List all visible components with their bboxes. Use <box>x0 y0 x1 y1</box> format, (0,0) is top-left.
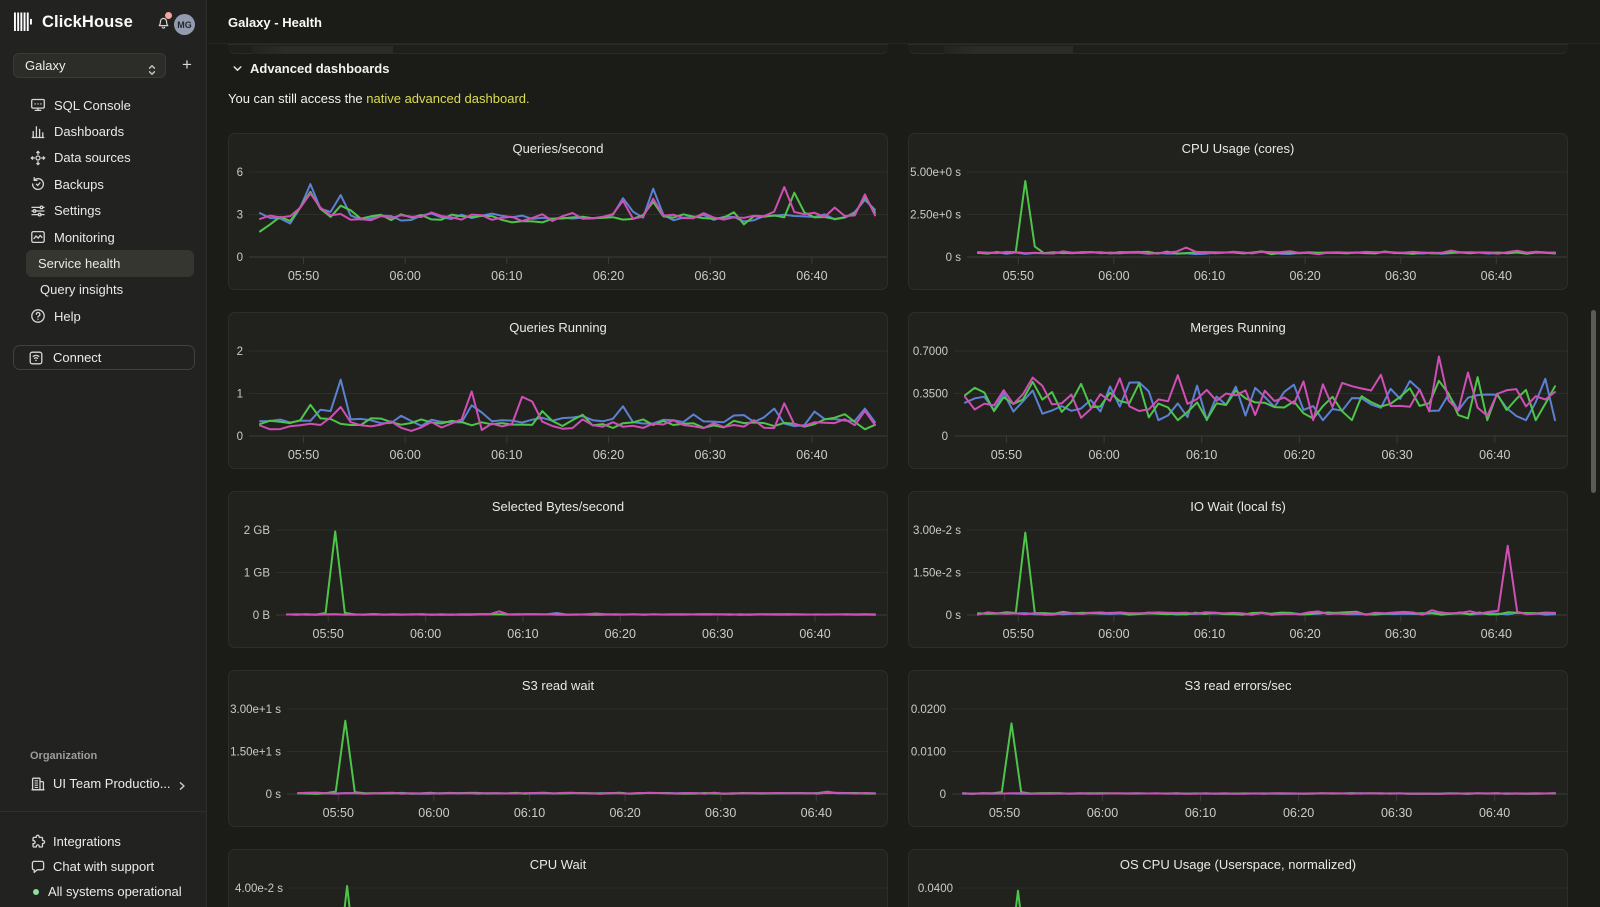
svg-text:06:00: 06:00 <box>1088 448 1119 462</box>
svg-text:06:40: 06:40 <box>1479 448 1510 462</box>
svg-text:06:10: 06:10 <box>1194 627 1225 641</box>
svg-text:06:20: 06:20 <box>1284 448 1315 462</box>
svg-text:06:10: 06:10 <box>1194 269 1225 283</box>
svg-text:06:10: 06:10 <box>491 269 522 283</box>
svg-text:2: 2 <box>237 346 243 358</box>
svg-text:5.00e+0 s: 5.00e+0 s <box>910 167 961 179</box>
svg-text:0 B: 0 B <box>253 610 271 622</box>
svg-text:0 s: 0 s <box>266 789 282 801</box>
svg-text:0 s: 0 s <box>946 610 962 622</box>
svg-text:06:10: 06:10 <box>507 627 538 641</box>
svg-text:06:40: 06:40 <box>1481 627 1512 641</box>
svg-text:06:00: 06:00 <box>390 269 421 283</box>
svg-text:06:20: 06:20 <box>593 269 624 283</box>
svg-text:1 GB: 1 GB <box>244 568 271 580</box>
svg-text:05:50: 05:50 <box>323 806 354 820</box>
svg-text:3.00e-2 s: 3.00e-2 s <box>913 525 961 537</box>
svg-text:06:20: 06:20 <box>1289 269 1320 283</box>
svg-text:05:50: 05:50 <box>1003 269 1034 283</box>
svg-text:3: 3 <box>237 210 243 222</box>
svg-text:06:40: 06:40 <box>801 806 832 820</box>
svg-text:06:00: 06:00 <box>410 627 441 641</box>
svg-text:06:30: 06:30 <box>702 627 733 641</box>
svg-text:06:40: 06:40 <box>1479 806 1510 820</box>
svg-text:05:50: 05:50 <box>288 269 319 283</box>
svg-text:06:40: 06:40 <box>799 627 830 641</box>
svg-text:06:30: 06:30 <box>1381 448 1412 462</box>
svg-text:0.0200: 0.0200 <box>911 704 946 716</box>
svg-text:06:30: 06:30 <box>1385 269 1416 283</box>
svg-text:06:30: 06:30 <box>1381 806 1412 820</box>
svg-text:4.00e-2 s: 4.00e-2 s <box>235 883 283 895</box>
svg-text:2.50e+0 s: 2.50e+0 s <box>910 210 961 222</box>
svg-text:06:00: 06:00 <box>390 448 421 462</box>
svg-text:06:00: 06:00 <box>1098 269 1129 283</box>
svg-text:06:20: 06:20 <box>1283 806 1314 820</box>
svg-text:06:40: 06:40 <box>1481 269 1512 283</box>
svg-text:05:50: 05:50 <box>313 627 344 641</box>
svg-text:0.0100: 0.0100 <box>911 747 946 759</box>
svg-text:6: 6 <box>237 167 243 179</box>
svg-text:0: 0 <box>237 431 243 443</box>
svg-text:06:10: 06:10 <box>1186 448 1217 462</box>
svg-text:05:50: 05:50 <box>288 448 319 462</box>
svg-text:3.00e+1 s: 3.00e+1 s <box>230 704 281 716</box>
svg-text:06:20: 06:20 <box>1289 627 1320 641</box>
svg-text:06:10: 06:10 <box>1185 806 1216 820</box>
svg-text:0 s: 0 s <box>946 252 962 264</box>
svg-text:1.50e-2 s: 1.50e-2 s <box>913 568 961 580</box>
svg-text:05:50: 05:50 <box>991 448 1022 462</box>
svg-text:0.7000: 0.7000 <box>913 346 948 358</box>
svg-text:05:50: 05:50 <box>1003 627 1034 641</box>
svg-text:1: 1 <box>237 389 243 401</box>
svg-text:06:20: 06:20 <box>593 448 624 462</box>
svg-text:0: 0 <box>942 431 948 443</box>
svg-text:0.3500: 0.3500 <box>913 389 948 401</box>
svg-text:06:00: 06:00 <box>1098 627 1129 641</box>
svg-text:2 GB: 2 GB <box>244 525 271 537</box>
svg-text:05:50: 05:50 <box>989 806 1020 820</box>
svg-text:06:40: 06:40 <box>796 269 827 283</box>
svg-text:0.0400: 0.0400 <box>918 883 953 895</box>
svg-text:06:10: 06:10 <box>514 806 545 820</box>
svg-text:1.50e+1 s: 1.50e+1 s <box>230 747 281 759</box>
svg-text:06:20: 06:20 <box>605 627 636 641</box>
svg-text:06:40: 06:40 <box>796 448 827 462</box>
svg-text:06:30: 06:30 <box>1385 627 1416 641</box>
svg-text:06:20: 06:20 <box>609 806 640 820</box>
svg-text:06:00: 06:00 <box>418 806 449 820</box>
svg-text:06:30: 06:30 <box>705 806 736 820</box>
svg-text:0: 0 <box>237 252 243 264</box>
svg-text:06:30: 06:30 <box>695 448 726 462</box>
svg-text:06:10: 06:10 <box>491 448 522 462</box>
svg-text:0: 0 <box>940 789 946 801</box>
svg-text:06:00: 06:00 <box>1087 806 1118 820</box>
svg-text:06:30: 06:30 <box>695 269 726 283</box>
